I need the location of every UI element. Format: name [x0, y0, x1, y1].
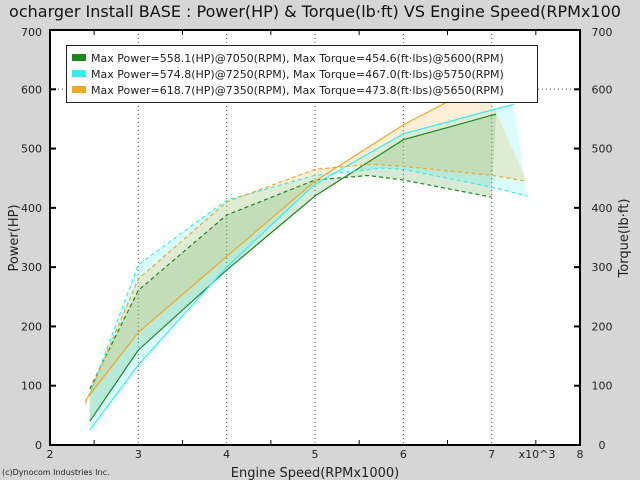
- y-tick-label: 700: [21, 26, 42, 39]
- y-tick-label: 0: [35, 439, 42, 452]
- power-line: [89, 113, 497, 422]
- x-tick-label: 8: [577, 448, 584, 461]
- legend-label: Max Power=574.8(HP)@7250(RPM), Max Torqu…: [91, 68, 504, 81]
- legend-label: Max Power=618.7(HP)@7350(RPM), Max Torqu…: [91, 84, 504, 97]
- x-tick-label: 7: [488, 448, 495, 461]
- legend: Max Power=558.1(HP)@7050(RPM), Max Torqu…: [66, 45, 538, 103]
- plot-border: [49, 29, 581, 446]
- x-tick-label: 6: [400, 448, 407, 461]
- series-fill: [89, 104, 527, 431]
- torque-line: [89, 174, 492, 389]
- y2-tick-label: 200: [592, 320, 613, 333]
- power-line: [89, 103, 514, 431]
- x-axis-label: Engine Speed(RPMx1000): [231, 466, 399, 480]
- y2-axis-label: Torque(lb·ft): [617, 199, 632, 279]
- y2-tick-label: 400: [592, 202, 613, 215]
- x-tick-label: 2: [47, 448, 54, 461]
- legend-entry: Max Power=558.1(HP)@7050(RPM), Max Torqu…: [72, 52, 504, 66]
- power-line: [84, 82, 484, 401]
- legend-swatch: [72, 70, 86, 77]
- series-fill: [85, 83, 527, 404]
- x-tick-label: 4: [223, 448, 230, 461]
- y2-tick-label: 500: [592, 143, 613, 156]
- y2-tick-label: 700: [592, 26, 613, 39]
- copyright: (c)Dynocom Industries Inc.: [2, 468, 110, 477]
- y2-tick-label: 100: [592, 380, 613, 393]
- x-tick-label: 5: [312, 448, 319, 461]
- legend-swatch: [72, 86, 86, 93]
- x-tick-label: 3: [135, 448, 142, 461]
- x-multiplier: x10^3: [519, 448, 556, 461]
- legend-entry: Max Power=574.8(HP)@7250(RPM), Max Torqu…: [72, 68, 504, 82]
- y-tick-label: 200: [21, 320, 42, 333]
- y2-tick-label: 300: [592, 261, 613, 274]
- legend-label: Max Power=558.1(HP)@7050(RPM), Max Torqu…: [91, 52, 504, 65]
- y-tick-label: 100: [21, 380, 42, 393]
- y-tick-label: 400: [21, 202, 42, 215]
- y-tick-label: 500: [21, 143, 42, 156]
- y2-tick-label: 0: [599, 439, 606, 452]
- y-tick-label: 600: [21, 83, 42, 96]
- legend-swatch: [72, 54, 86, 61]
- series-fill: [89, 114, 497, 422]
- torque-line: [89, 167, 528, 395]
- y-tick-label: 300: [21, 261, 42, 274]
- y-axis-label: Power(HP): [7, 204, 22, 271]
- y2-tick-label: 600: [592, 83, 613, 96]
- legend-entry: Max Power=618.7(HP)@7350(RPM), Max Torqu…: [72, 84, 504, 98]
- chart-title: ocharger Install BASE : Power(HP) & Torq…: [9, 2, 621, 21]
- torque-line: [84, 163, 528, 404]
